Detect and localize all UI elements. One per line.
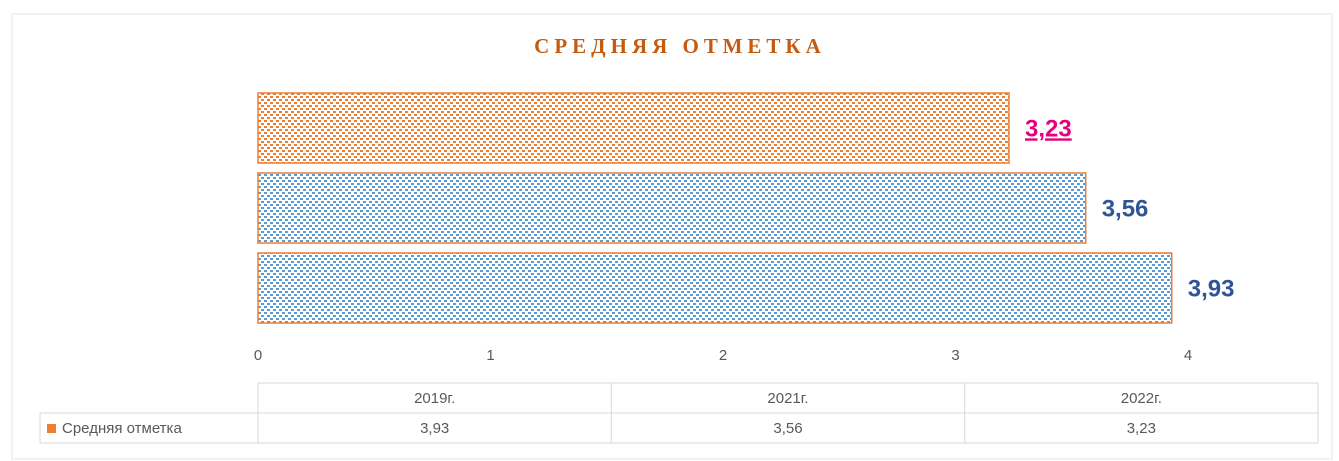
table-header: 2019г.: [414, 390, 455, 407]
table-cell: 3,23: [1127, 420, 1156, 437]
table-cell: 3,56: [773, 420, 802, 437]
legend-swatch: [47, 424, 56, 433]
legend-label: Средняя отметка: [62, 420, 182, 437]
chart-title: СРЕДНЯЯ ОТМЕТКА: [534, 34, 826, 58]
x-tick-label: 2: [719, 347, 727, 364]
table-cell: 3,93: [420, 420, 449, 437]
x-tick-label: 0: [254, 347, 262, 364]
bar: [257, 92, 1010, 164]
bar: [257, 172, 1087, 244]
table-header: 2021г.: [767, 390, 808, 407]
data-label: 3,93: [1188, 275, 1235, 302]
table-header: 2022г.: [1121, 390, 1162, 407]
bar: [257, 252, 1173, 324]
data-label: 3,23: [1025, 115, 1072, 142]
data-label: 3,56: [1102, 195, 1149, 222]
x-tick-label: 3: [951, 347, 959, 364]
x-tick-label: 4: [1184, 347, 1192, 364]
x-tick-label: 1: [486, 347, 494, 364]
